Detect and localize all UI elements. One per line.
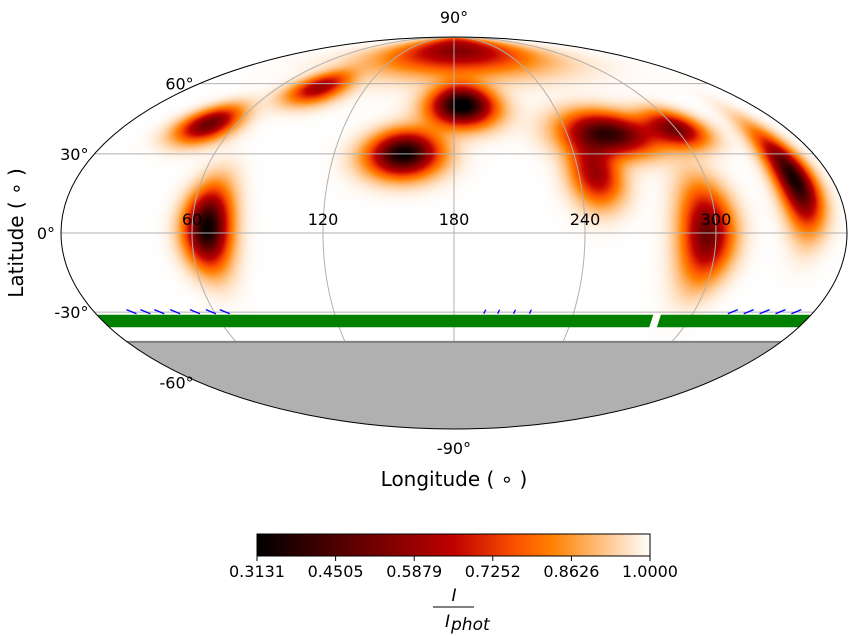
colorbar-tick-label: 0.8626: [543, 562, 599, 581]
y-axis-label: Latitude ( ∘ ): [4, 168, 28, 298]
colorbar-tick-label: 1.0000: [622, 562, 678, 581]
colorbar-gradient: [256, 533, 651, 557]
longitude-ticks: 60 120 180 240 300: [182, 210, 731, 229]
observation-marker: [775, 309, 786, 315]
observation-marker: [154, 309, 165, 315]
colorbar-label-subscript: phot: [450, 615, 491, 635]
latitude-ticks: 90° 60° 30° 0° -30° -60° -90°: [37, 8, 471, 458]
observation-markers: [126, 309, 802, 315]
longitude-tick-label: 120: [308, 210, 339, 229]
observation-marker: [743, 309, 754, 315]
observation-marker: [791, 309, 802, 315]
observation-marker: [512, 309, 517, 315]
colorbar-tick-label: 0.5879: [386, 562, 442, 581]
latitude-tick-label: -60°: [160, 373, 194, 392]
observation-band-segment: [61, 314, 654, 328]
colorbar: 0.3131 0.4505 0.5879 0.7252 0.8626 1.0000 I I…: [229, 533, 678, 635]
longitude-tick-label: 240: [570, 210, 601, 229]
map-outline: [60, 36, 848, 430]
colorbar-label-denominator: I: [445, 612, 450, 632]
longitude-tick-label: 180: [439, 210, 470, 229]
colorbar-tick-label: 0.4505: [308, 562, 364, 581]
latitude-tick-label: -30°: [54, 303, 88, 322]
latitude-tick-label: 60°: [165, 75, 193, 94]
observation-marker: [759, 309, 770, 315]
x-axis-label: Longitude ( ∘ ): [381, 467, 528, 491]
observation-marker: [169, 309, 181, 315]
observation-marker: [126, 309, 137, 315]
latitude-tick-label: 0°: [37, 224, 55, 243]
latitude-tick-label: -90°: [437, 439, 471, 458]
colorbar-label-numerator: I: [451, 586, 456, 606]
observation-marker: [219, 309, 230, 315]
latitude-tick-label: 90°: [440, 8, 468, 27]
colorbar-ticks: 0.3131 0.4505 0.5879 0.7252 0.8626 1.0000: [229, 556, 678, 581]
observation-marker: [140, 309, 151, 315]
colorbar-tick-label: 0.7252: [465, 562, 521, 581]
longitude-tick-label: 300: [701, 210, 732, 229]
observation-band: [61, 314, 847, 328]
observation-marker: [483, 309, 487, 315]
observation-band-segment: [656, 314, 847, 328]
observation-marker: [205, 309, 217, 315]
observation-marker: [528, 309, 532, 315]
observation-marker: [497, 309, 501, 315]
observation-marker: [727, 309, 739, 315]
latitude-tick-label: 30°: [60, 145, 88, 164]
colorbar-tick-label: 0.3131: [229, 562, 285, 581]
observation-marker: [189, 309, 201, 315]
longitude-tick-label: 60: [182, 210, 202, 229]
